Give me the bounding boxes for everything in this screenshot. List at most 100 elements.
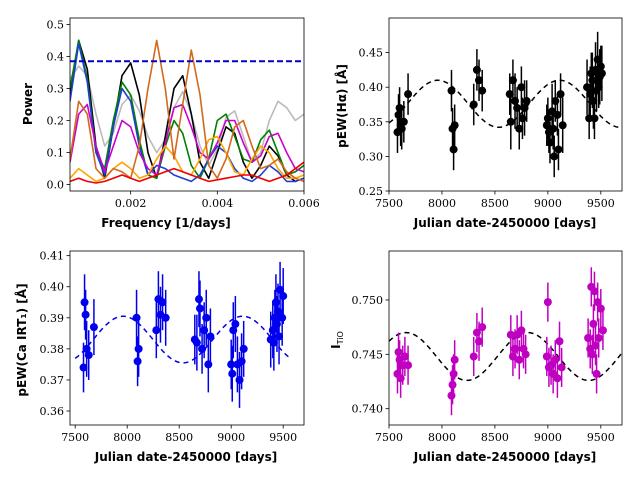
cairt-ytick-label: 0.37 (40, 374, 65, 387)
halpha-ylabel: pEW(Hα) [Å] (334, 64, 349, 148)
cairt-data-point (161, 313, 170, 322)
halpha-data-point (506, 117, 515, 126)
periodogram-xtick-label: 0.006 (288, 197, 320, 210)
cairt-ytick-label: 0.38 (40, 343, 65, 356)
halpha-data-point (447, 86, 456, 95)
halpha-ytick-label: 0.25 (359, 185, 384, 198)
halpha-data-point (583, 83, 592, 92)
cairt-ylabel: pEW(Ca IRT₁) [Å] (14, 283, 29, 396)
tio-data-point (596, 304, 605, 313)
tio-data-point (448, 380, 457, 389)
tio-data-point (594, 334, 603, 342)
halpha-data-point (550, 152, 559, 161)
halpha-data-point (475, 76, 484, 85)
tio-ytick-label: 0.750 (352, 294, 384, 307)
series-line-grey (70, 65, 304, 167)
cairt-data-point (80, 298, 89, 307)
halpha-data-point (596, 62, 605, 71)
series-line-magenta (70, 103, 304, 176)
cairt-data-point (202, 313, 211, 322)
halpha-data-point (517, 83, 526, 92)
tio-panel: Julian date-2450000 [days] ITiO 7500 8000… (329, 250, 623, 464)
halpha-xtick-label: 8000 (428, 197, 456, 210)
tio-frame (388, 250, 623, 426)
periodogram-ytick-label: 0.4 (47, 50, 65, 63)
tio-data-point (592, 369, 601, 378)
tio-xtick-label: 8500 (481, 431, 509, 444)
tio-fit-line (389, 331, 622, 382)
halpha-data-point (404, 90, 413, 99)
tio-data-point (543, 298, 552, 307)
periodogram-ylabel: Power (21, 83, 35, 125)
periodogram-ytick-label: 0.1 (47, 147, 65, 160)
periodogram-ytick-label: 0.0 (47, 179, 65, 192)
tio-ytick-label: 0.745 (352, 348, 384, 361)
series-line-blue (70, 42, 304, 183)
cairt-data-point (269, 338, 278, 347)
tio-data-point (404, 361, 413, 370)
tio-data-point (591, 341, 600, 350)
tio-data-point (590, 287, 599, 296)
tio-data-point (588, 350, 597, 359)
tio-xtick-label: 8000 (428, 431, 456, 444)
halpha-data-point (522, 97, 531, 106)
cairt-data-point (206, 332, 215, 341)
cairt-data-point (134, 344, 143, 353)
tio-data-point (589, 319, 598, 328)
halpha-ytick-label: 0.40 (359, 81, 384, 94)
cairt-data-point (89, 323, 98, 332)
tio-data-point (598, 326, 607, 335)
halpha-data-point (558, 121, 567, 130)
cairt-data-point (228, 369, 237, 378)
cairt-plot-area (74, 261, 289, 408)
tio-data-point (469, 352, 478, 361)
cairt-xtick-label: 8000 (113, 431, 141, 444)
cairt-ytick-label: 0.41 (40, 250, 65, 263)
tio-data-point (553, 374, 562, 383)
cairt-data-point (278, 313, 287, 322)
halpha-data-point (543, 114, 552, 123)
tio-data-point (449, 369, 458, 378)
tio-xtick-label: 9000 (534, 431, 562, 444)
cairt-data-point (133, 357, 142, 366)
cairt-data-point (84, 351, 93, 360)
halpha-data-point (589, 97, 598, 106)
cairt-data-point (158, 298, 167, 307)
series-line-dark-orange (70, 39, 304, 183)
cairt-xtick-label: 9000 (217, 431, 245, 444)
halpha-data-point (469, 100, 478, 109)
cairt-frame (69, 250, 305, 426)
cairt-data-point (231, 320, 240, 329)
cairt-data-point (79, 363, 88, 372)
periodogram-panel: Frequency [1/days] Power 0.002 0.004 0.006… (21, 17, 320, 230)
halpha-xlabel: Julian date-2450000 [days] (413, 216, 596, 230)
tio-plot-area (389, 267, 622, 416)
halpha-data-point (590, 114, 599, 123)
halpha-data-point (597, 69, 606, 78)
tio-data-point (557, 363, 566, 372)
tio-data-point (478, 323, 487, 332)
cairt-xtick-label: 7500 (61, 431, 89, 444)
series-line-red (70, 161, 304, 184)
cairt-xlabel: Julian date-2450000 [days] (94, 450, 277, 464)
halpha-plot-area (389, 31, 622, 178)
cairt-ytick-label: 0.40 (40, 281, 65, 294)
halpha-data-point (515, 124, 524, 133)
periodogram-frame (69, 17, 305, 192)
halpha-xtick-label: 9000 (534, 197, 562, 210)
tio-xlabel: Julian date-2450000 [days] (413, 450, 596, 464)
periodogram-ytick-label: 0.5 (47, 18, 65, 31)
halpha-xtick-label: 7500 (375, 197, 403, 210)
tio-ylabel-main: I (329, 344, 343, 348)
cairt-panel: Julian date-2450000 [days] pEW(Ca IRT₁) … (14, 250, 305, 464)
tio-data-point (593, 298, 602, 307)
periodogram-xtick-label: 0.002 (115, 197, 147, 210)
cairt-data-point (275, 332, 284, 341)
halpha-data-point (549, 124, 558, 133)
tio-xtick-label: 9500 (587, 431, 615, 444)
halpha-ytick-label: 0.30 (359, 150, 384, 163)
cairt-data-point (196, 304, 204, 313)
halpha-xtick-label: 8500 (481, 197, 509, 210)
halpha-data-point (478, 86, 487, 95)
tio-data-point (555, 337, 564, 346)
